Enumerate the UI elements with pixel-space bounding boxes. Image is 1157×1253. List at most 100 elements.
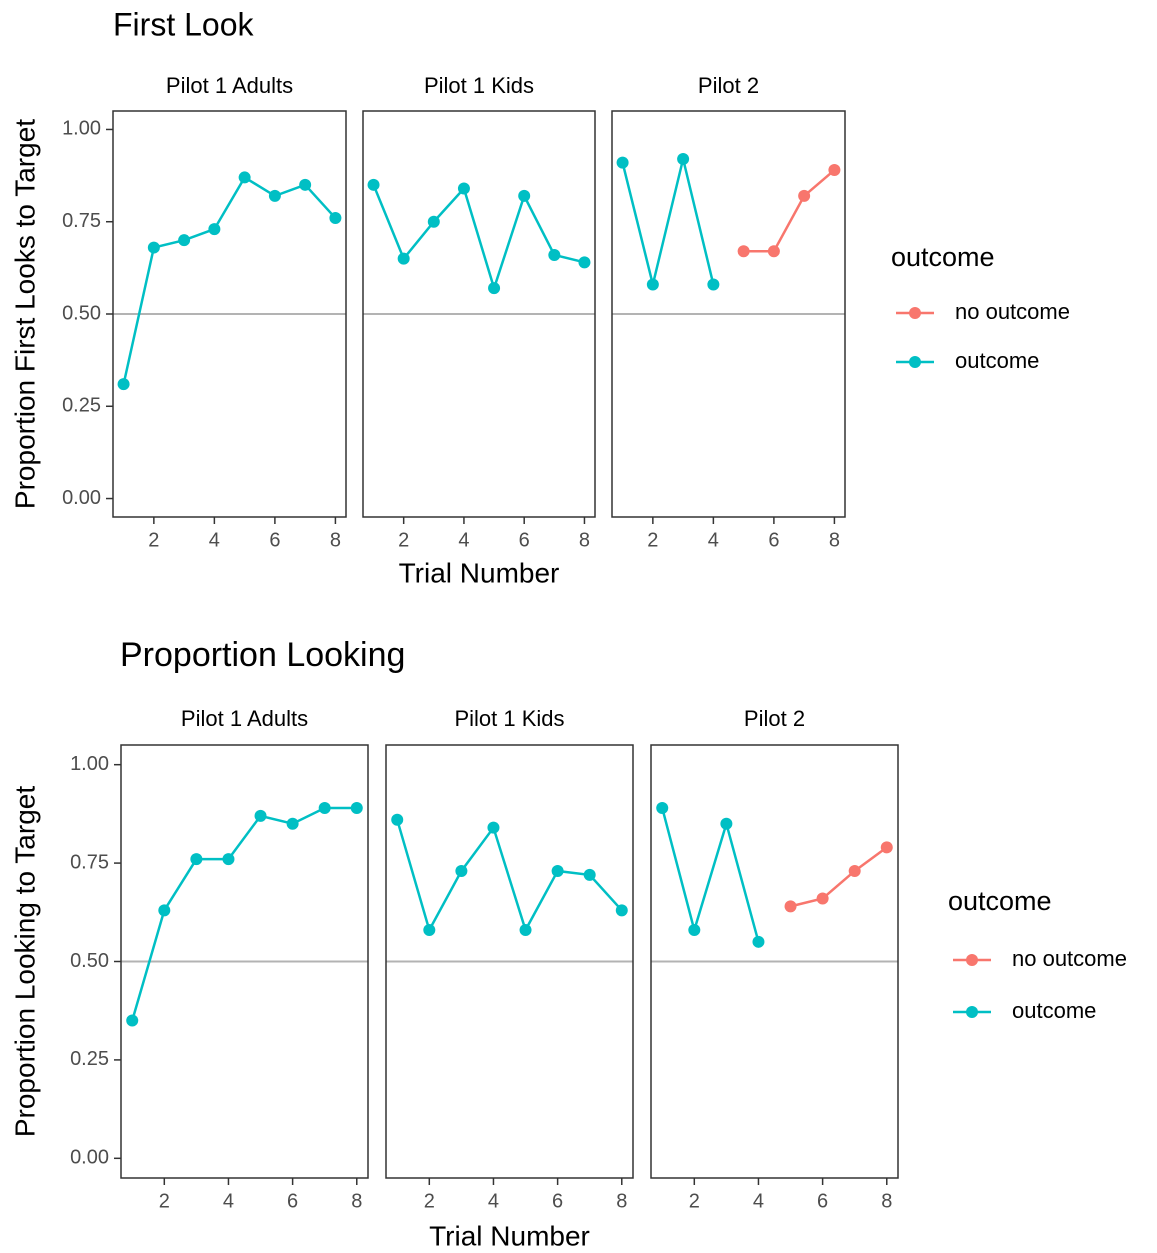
- data-point: [784, 900, 797, 913]
- data-point: [616, 156, 629, 169]
- x-tick-label: 8: [616, 1190, 627, 1212]
- facet-label: Pilot 1 Adults: [181, 706, 308, 731]
- data-point: [848, 864, 861, 877]
- data-point: [427, 215, 440, 228]
- x-tick-label: 2: [148, 529, 159, 551]
- data-point: [397, 252, 410, 265]
- series-line: [743, 169, 836, 253]
- facet-label: Pilot 2: [744, 706, 805, 731]
- data-point: [767, 245, 780, 258]
- data-point: [158, 904, 171, 917]
- y-tick-label: 0.75: [62, 210, 101, 232]
- x-tick-label: 4: [458, 529, 469, 551]
- x-tick-label: 4: [753, 1190, 764, 1212]
- y-axis-title: Proportion First Looks to Target: [9, 119, 40, 509]
- facet-label: Pilot 2: [698, 73, 759, 98]
- legend-label: no outcome: [1012, 946, 1127, 971]
- series-line: [661, 807, 760, 943]
- data-point: [828, 164, 841, 177]
- legend-key-point: [909, 307, 921, 319]
- data-point: [551, 864, 564, 877]
- data-point: [548, 248, 561, 261]
- data-point: [720, 817, 733, 830]
- x-tick-label: 8: [579, 529, 590, 551]
- x-tick-label: 6: [519, 529, 530, 551]
- x-tick-label: 2: [398, 529, 409, 551]
- panel-border: [385, 744, 634, 1179]
- data-point: [737, 245, 750, 258]
- x-tick-label: 2: [647, 529, 658, 551]
- x-tick-label: 8: [881, 1190, 892, 1212]
- x-tick-label: 8: [351, 1190, 362, 1212]
- facet-label: Pilot 1 Kids: [454, 706, 564, 731]
- facet-label: Pilot 1 Kids: [424, 73, 534, 98]
- legend-title: outcome: [891, 242, 995, 272]
- data-point: [350, 801, 363, 814]
- legend-key-point: [909, 356, 921, 368]
- data-point: [707, 278, 720, 291]
- data-point: [117, 378, 130, 391]
- series-line: [122, 175, 337, 385]
- data-point: [880, 841, 893, 854]
- data-point: [126, 1014, 139, 1027]
- data-point: [238, 171, 251, 184]
- data-point: [615, 904, 628, 917]
- data-point: [578, 256, 591, 269]
- data-point: [299, 178, 312, 191]
- x-tick-label: 4: [488, 1190, 499, 1212]
- y-tick-label: 0.00: [62, 487, 101, 509]
- data-point: [455, 864, 468, 877]
- legend-label: outcome: [1012, 998, 1096, 1023]
- data-point: [318, 801, 331, 814]
- x-tick-label: 8: [330, 529, 341, 551]
- legend-label: no outcome: [955, 299, 1070, 324]
- data-point: [583, 868, 596, 881]
- facet-label: Pilot 1 Adults: [166, 73, 293, 98]
- x-tick-label: 4: [209, 529, 220, 551]
- x-axis-title: Trial Number: [429, 1220, 590, 1251]
- y-tick-label: 0.00: [70, 1147, 109, 1169]
- series-line: [790, 846, 888, 908]
- data-point: [190, 853, 203, 866]
- y-tick-label: 1.00: [62, 118, 101, 140]
- y-axis-title: Proportion Looking to Target: [9, 786, 40, 1137]
- x-axis-title: Trial Number: [399, 557, 560, 588]
- legend-key-point: [966, 1006, 978, 1018]
- y-tick-label: 1.00: [70, 753, 109, 775]
- x-tick-label: 6: [287, 1190, 298, 1212]
- x-tick-label: 2: [689, 1190, 700, 1212]
- data-point: [488, 282, 501, 295]
- chart-title: First Look: [113, 6, 254, 42]
- x-tick-label: 6: [768, 529, 779, 551]
- data-point: [367, 178, 380, 191]
- data-point: [816, 892, 829, 905]
- series-line: [372, 184, 585, 293]
- x-tick-label: 2: [424, 1190, 435, 1212]
- y-tick-label: 0.50: [70, 950, 109, 972]
- chart-title: Proportion Looking: [120, 636, 405, 674]
- data-point: [646, 278, 659, 291]
- data-point: [752, 935, 765, 948]
- data-point: [423, 924, 436, 937]
- data-point: [391, 813, 404, 826]
- data-point: [798, 189, 811, 202]
- data-point: [268, 189, 281, 202]
- x-tick-label: 2: [159, 1190, 170, 1212]
- data-point: [286, 817, 299, 830]
- panel-border: [650, 744, 899, 1179]
- data-point: [222, 853, 235, 866]
- data-point: [688, 924, 701, 937]
- panel-border: [362, 110, 596, 518]
- data-point: [329, 212, 342, 225]
- y-tick-label: 0.25: [70, 1048, 109, 1070]
- data-point: [208, 223, 221, 236]
- data-point: [656, 801, 669, 814]
- data-point: [519, 924, 532, 937]
- x-tick-label: 6: [269, 529, 280, 551]
- legend-key-point: [966, 954, 978, 966]
- x-tick-label: 4: [223, 1190, 234, 1212]
- legend-title: outcome: [948, 886, 1052, 916]
- data-point: [518, 189, 531, 202]
